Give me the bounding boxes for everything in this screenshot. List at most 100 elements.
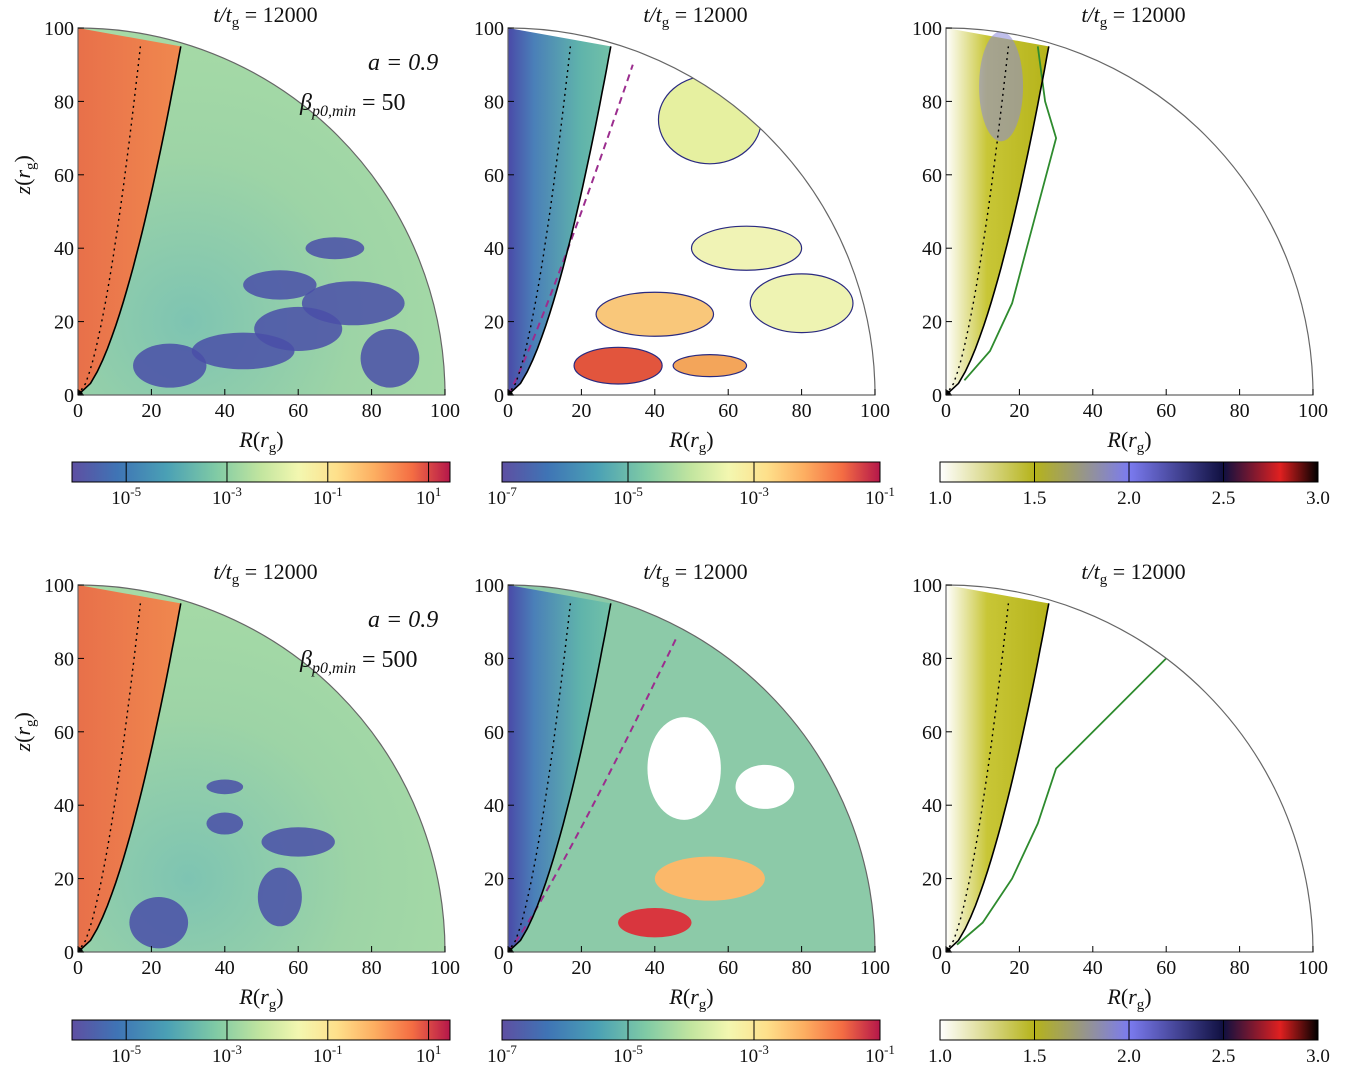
heatmap-field: [508, 585, 875, 952]
y-tick-label: 60: [484, 165, 504, 187]
y-tick-label: 20: [484, 312, 504, 334]
jet-region: [78, 585, 181, 952]
panel-r1-c3: 0 20 40 60 80 100 0 20 40 60 80 100 R(rg) t/tg = 1200…: [912, 2, 1328, 456]
black-hole: [946, 390, 951, 395]
disk-structure: [261, 827, 335, 857]
x-tick-label: 20: [571, 400, 591, 422]
y-tick-label: 0: [494, 385, 504, 407]
colorbar-tick-label: 2.0: [1117, 488, 1141, 509]
heatmap-field: [508, 28, 875, 395]
x-tick-label: 80: [1230, 400, 1250, 422]
x-axis-label: R(rg): [238, 427, 283, 456]
y-tick-label: 40: [54, 795, 74, 817]
jet-boundary-solid: [78, 603, 182, 952]
x-tick-label: 100: [1298, 957, 1328, 979]
colorbar-gradient: [71, 1019, 451, 1041]
colorbar-tick-label: 10-3: [739, 484, 769, 509]
x-tick-label: 0: [73, 400, 83, 422]
colorbar-tick-label: 1.0: [928, 1046, 952, 1067]
y-tick-label: 20: [922, 869, 942, 891]
colorbar-tick-label: 10-5: [613, 484, 643, 509]
x-tick-label: 80: [362, 957, 382, 979]
x-tick-label: 40: [215, 957, 235, 979]
domain-outline: [945, 27, 1314, 396]
colorbar-tick-label: 3.0: [1306, 488, 1330, 509]
heatmap-field: [946, 585, 1313, 952]
colorbar-tick-label: 1.5: [1023, 1046, 1047, 1067]
y-tick-label: 100: [44, 18, 74, 40]
domain-outline: [507, 584, 876, 953]
x-tick-label: 40: [645, 400, 665, 422]
colorbar-tick-label: 10-1: [865, 484, 895, 509]
panel-r2-c2: 0 20 40 60 80 100 0 20 40 60 80 100 R(rg) t/tg = 1200…: [474, 559, 890, 1013]
field-structure: [672, 354, 748, 378]
disk-structure: [133, 343, 207, 388]
disk-structure: [206, 779, 244, 795]
disk-structure: [301, 281, 405, 326]
colorbar-tick-label: 10-3: [212, 1042, 242, 1067]
jet-boundary-dotted: [946, 46, 1010, 395]
field-structure: [749, 273, 854, 334]
y-tick-label: 60: [484, 722, 504, 744]
spin-annotation: a = 0.9: [368, 50, 438, 76]
jet-region: [78, 28, 181, 395]
x-tick-label: 20: [1009, 400, 1029, 422]
panel-title: t/tg = 12000: [643, 2, 747, 31]
x-tick-label: 80: [362, 400, 382, 422]
y-tick-label: 0: [932, 385, 942, 407]
colorbar-r2-c3: 1.0 1.5 2.0 2.5 3.0: [928, 1019, 1330, 1067]
x-tick-label: 40: [1083, 957, 1103, 979]
y-tick-label: 20: [54, 312, 74, 334]
colorbar-gradient: [71, 461, 451, 483]
heatmap-field: [78, 28, 445, 395]
y-tick-label: 60: [54, 165, 74, 187]
domain-outline: [507, 27, 876, 396]
domain-outline: [77, 27, 446, 396]
jet-region: [508, 28, 611, 395]
y-tick-label: 60: [54, 722, 74, 744]
x-tick-label: 80: [792, 957, 812, 979]
field-structure: [690, 225, 803, 271]
jet-boundary-solid: [78, 46, 182, 395]
y-tick-label: 100: [44, 575, 74, 597]
jet-boundary-dotted: [508, 603, 572, 952]
y-tick-label: 80: [54, 648, 74, 670]
colorbar-tick-label: 2.5: [1212, 488, 1236, 509]
colorbar-tick-label: 2.0: [1117, 1046, 1141, 1067]
y-tick-label: 40: [484, 238, 504, 260]
disk-structure: [257, 867, 302, 927]
x-tick-label: 40: [1083, 400, 1103, 422]
colorbar-gradient: [501, 461, 881, 483]
x-axis-label: R(rg): [1106, 984, 1151, 1013]
colorbar-tick-label: 10-1: [865, 1042, 895, 1067]
x-tick-label: 0: [73, 957, 83, 979]
x-tick-label: 60: [1156, 957, 1176, 979]
jet-boundary-solid: [946, 46, 1050, 395]
colorbar-r1-c3: 1.0 1.5 2.0 2.5 3.0: [928, 461, 1330, 509]
y-tick-label: 100: [474, 18, 504, 40]
colorbar-tick-label: 101: [416, 1042, 442, 1067]
panel-title: t/tg = 12000: [1081, 559, 1185, 588]
domain-outline: [77, 584, 446, 953]
y-axis-label: z(rg): [10, 712, 39, 752]
colorbar-tick-label: 3.0: [1306, 1046, 1330, 1067]
y-tick-label: 100: [912, 18, 942, 40]
y-tick-label: 0: [932, 942, 942, 964]
y-tick-label: 80: [922, 91, 942, 113]
x-axis-label: R(rg): [1106, 427, 1151, 456]
x-tick-label: 60: [288, 957, 308, 979]
field-structure: [595, 291, 715, 337]
y-tick-label: 60: [922, 722, 942, 744]
y-tick-label: 0: [64, 942, 74, 964]
colorbar-tick-label: 1.0: [928, 488, 952, 509]
field-structure: [573, 346, 663, 385]
y-tick-label: 40: [54, 238, 74, 260]
colorbars-group: 10-5 10-3 10-1 101 10-7 10-5 10-3 10-1 1.0 1.5 2.0…: [71, 461, 1330, 1067]
beta-annotation: βp0,min = 50: [299, 90, 406, 120]
jet-region: [946, 585, 1049, 952]
y-axis-label: z(rg): [10, 155, 39, 195]
y-tick-label: 100: [474, 575, 504, 597]
y-tick-label: 80: [484, 648, 504, 670]
black-hole: [508, 947, 513, 952]
x-tick-label: 0: [503, 400, 513, 422]
